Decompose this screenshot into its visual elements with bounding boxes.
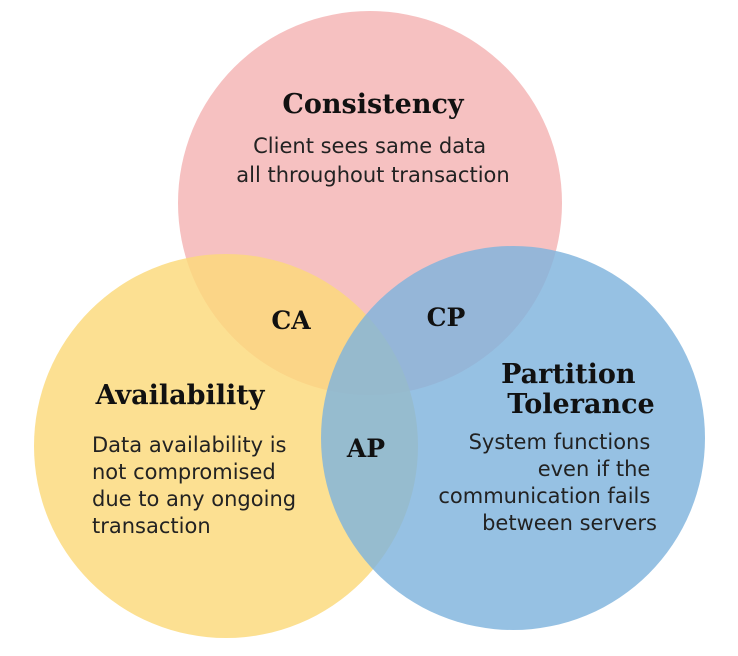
partition-tolerance-description: System functions even if the communicati… [438,430,657,535]
partition-tolerance-title-line: Tolerance [507,389,654,420]
ap-overlap-label: AP [346,434,385,463]
partition-tolerance-circle [321,246,705,630]
partition-tolerance-title-line: Partition [501,359,636,390]
partition-tolerance-description-line: System functions [469,430,651,454]
consistency-description-line: all throughout transaction [236,163,509,187]
consistency-description-line: Client sees same data [253,134,486,158]
availability-title: Availability [95,380,266,411]
partition-tolerance-description-line: between servers [482,511,657,535]
ca-overlap-label: CA [271,306,311,335]
availability-description-line: due to any ongoing [92,487,296,511]
availability-circle [34,254,418,638]
availability-description-line: not compromised [92,460,276,484]
availability-description-line: Data availability is [92,433,286,457]
consistency-description: Client sees same data all throughout tra… [236,134,509,187]
availability-description-line: transaction [92,514,211,538]
availability-description: Data availability is not compromised due… [92,433,303,538]
partition-tolerance-description-line: communication fails [438,484,650,508]
partition-tolerance-description-line: even if the [538,457,651,481]
cp-overlap-label: CP [427,303,466,332]
consistency-title: Consistency [282,89,465,120]
partition-tolerance-title: Partition Tolerance [501,359,655,420]
